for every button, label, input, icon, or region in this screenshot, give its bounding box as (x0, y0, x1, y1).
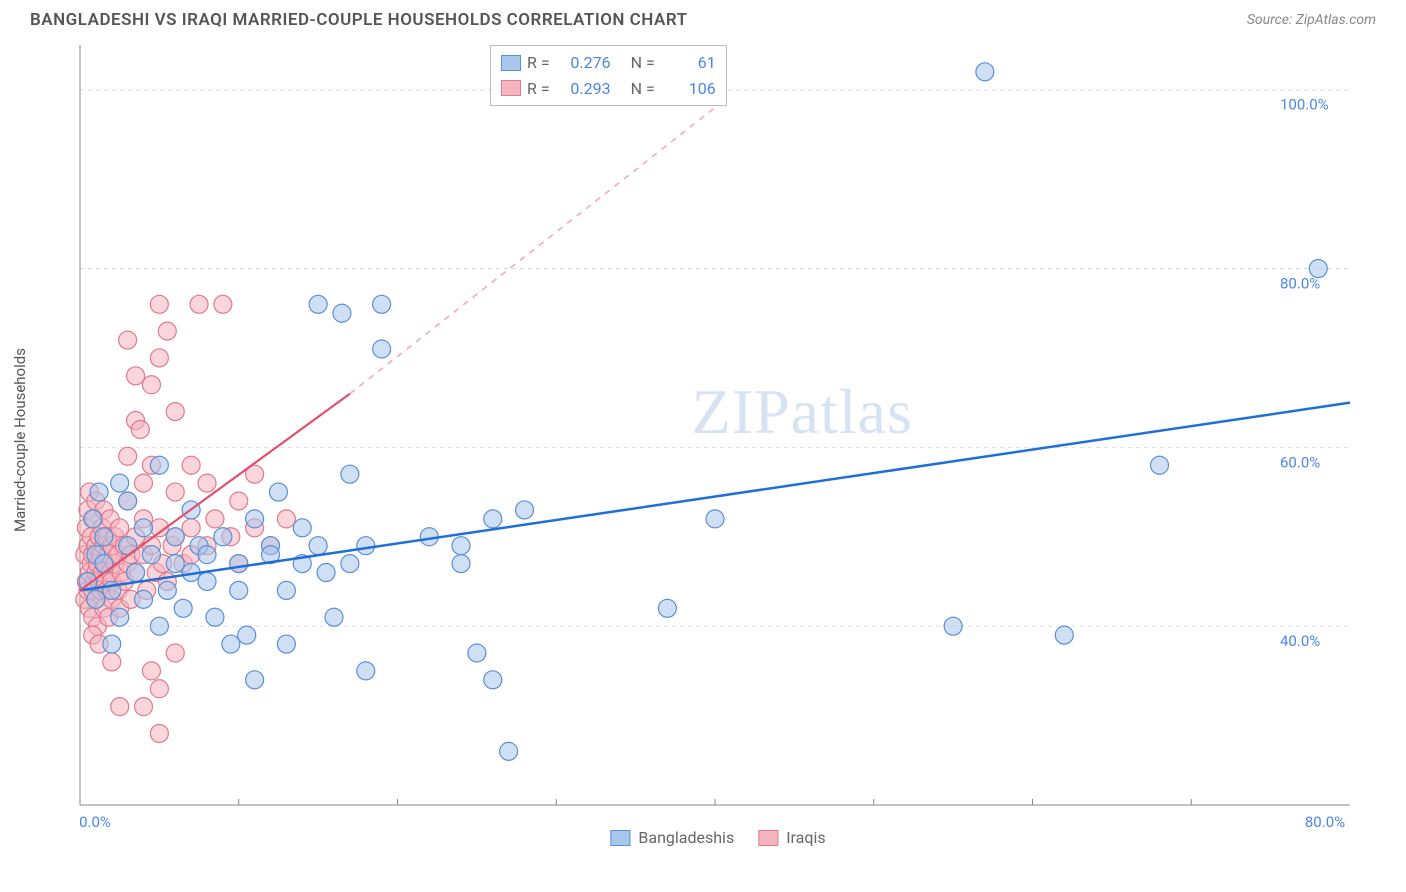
legend-label-iraqis: Iraqis (786, 828, 825, 847)
svg-text:60.0%: 60.0% (1280, 453, 1320, 471)
swatch-pink-icon (501, 80, 521, 96)
source-name: ZipAtlas.com (1296, 12, 1376, 28)
chart-title: BANGLADESHI VS IRAQI MARRIED-COUPLE HOUS… (30, 10, 688, 30)
source-prefix: Source: (1247, 12, 1296, 28)
stats-row-iraqis: R = 0.293 N = 106 (501, 76, 716, 102)
legend-bottom: Bangladeshis Iraqis (610, 828, 825, 847)
stats-n-label: N = (631, 76, 655, 102)
stats-row-bangladeshis: R = 0.276 N = 61 (501, 50, 716, 76)
stats-n-value-pink: 106 (661, 76, 716, 102)
svg-text:100.0%: 100.0% (1280, 96, 1329, 114)
chart-area: Married-couple Households 40.0%60.0%80.0… (60, 35, 1376, 845)
legend-item-iraqis: Iraqis (758, 828, 825, 847)
svg-text:0.0%: 0.0% (79, 813, 111, 831)
stats-r-value-blue: 0.276 (556, 50, 611, 76)
stats-legend-box: R = 0.276 N = 61 R = 0.293 N = 106 (490, 45, 727, 106)
scatter-plot-svg: 40.0%60.0%80.0%100.0%0.0%80.0% (60, 35, 1360, 835)
stats-r-label: R = (527, 76, 550, 102)
swatch-pink-icon (758, 830, 778, 846)
svg-text:40.0%: 40.0% (1280, 632, 1320, 650)
stats-n-label: N = (631, 50, 655, 76)
svg-text:80.0%: 80.0% (1305, 813, 1345, 831)
stats-n-value-blue: 61 (661, 50, 716, 76)
stats-r-value-pink: 0.293 (556, 76, 611, 102)
stats-r-label: R = (527, 50, 550, 76)
source-credit: Source: ZipAtlas.com (1247, 12, 1376, 28)
legend-label-bangladeshis: Bangladeshis (638, 828, 734, 847)
swatch-blue-icon (610, 830, 630, 846)
legend-item-bangladeshis: Bangladeshis (610, 828, 734, 847)
swatch-blue-icon (501, 55, 521, 71)
y-axis-label: Married-couple Households (11, 348, 29, 532)
